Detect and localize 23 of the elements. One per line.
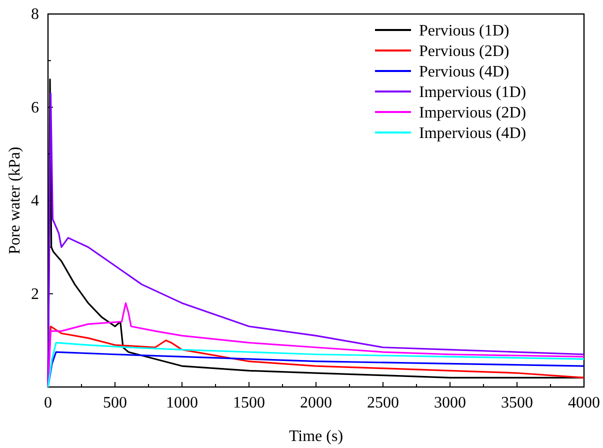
x-tick-label: 3000	[434, 394, 466, 412]
legend-label: Pervious (4D)	[419, 64, 510, 81]
legend-label: Impervious (2D)	[419, 104, 526, 122]
x-tick-label: 3500	[501, 394, 533, 412]
y-tick-label: 6	[31, 99, 39, 116]
x-tick-label: 1000	[166, 394, 198, 412]
x-tick-label: 2000	[300, 394, 332, 412]
y-tick-label: 8	[31, 6, 39, 24]
y-tick-label: 4	[31, 192, 39, 210]
line-series	[47, 342, 585, 388]
x-tick-label: 0	[44, 394, 52, 412]
x-tick-label: 500	[103, 394, 127, 412]
legend-label: Pervious (1D)	[419, 22, 510, 40]
x-axis-title: Time (s)	[288, 428, 344, 445]
x-tick-label: 4000	[568, 394, 600, 412]
legend-label: Impervious (1D)	[419, 84, 526, 102]
y-axis-title: Pore water (kPa)	[6, 146, 24, 254]
legend-label: Pervious (2D)	[419, 43, 510, 60]
y-tick-label: 2	[31, 286, 39, 303]
x-tick-label: 1500	[233, 394, 265, 412]
x-tick-label: 2500	[367, 394, 399, 412]
line-series	[47, 302, 585, 388]
legend-label: Impervious (4D)	[419, 125, 526, 142]
